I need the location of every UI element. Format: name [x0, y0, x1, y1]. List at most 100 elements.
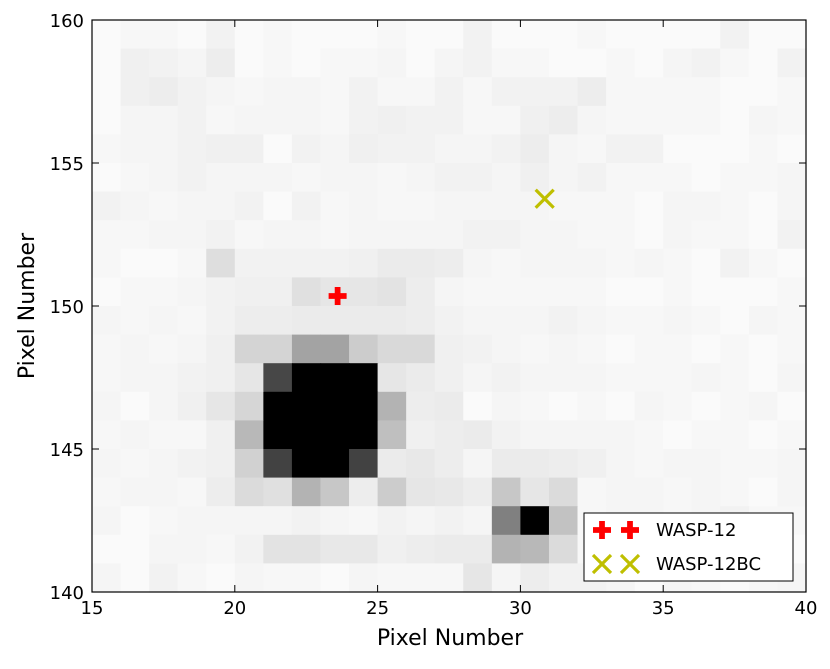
heatmap-cell — [577, 306, 607, 336]
heatmap-cell — [748, 134, 779, 164]
heatmap-cell — [291, 534, 322, 564]
heatmap-cell — [291, 506, 322, 536]
heatmap-cell — [691, 277, 721, 307]
heatmap-cell — [434, 534, 464, 564]
heatmap-cell — [720, 48, 750, 78]
heatmap-cell — [320, 163, 350, 193]
heatmap-cell — [149, 334, 179, 364]
heatmap-cell — [120, 248, 150, 278]
heatmap-cell — [234, 334, 264, 364]
heatmap-cell — [606, 306, 636, 336]
y-tick-label: 160 — [50, 11, 84, 32]
heatmap-cell — [777, 334, 807, 364]
heatmap-cell — [406, 191, 436, 221]
heatmap-cell — [149, 506, 179, 536]
heatmap-cell — [463, 248, 493, 278]
heatmap-cell — [663, 477, 693, 507]
heatmap-cell — [120, 134, 150, 164]
heatmap-cell — [92, 449, 122, 479]
heatmap-cell — [463, 449, 493, 479]
heatmap-cell — [691, 77, 721, 107]
heatmap-cell — [149, 20, 179, 50]
heatmap-cell — [234, 105, 264, 135]
heatmap-cell — [320, 248, 350, 278]
heatmap-cell — [120, 163, 150, 193]
heatmap-cell — [206, 391, 236, 421]
heatmap-cell — [291, 391, 322, 421]
heatmap-cell — [520, 477, 550, 507]
heatmap-cell — [406, 477, 436, 507]
heatmap-cell — [520, 334, 550, 364]
heatmap-cell — [377, 48, 407, 78]
heatmap-cell — [434, 391, 464, 421]
heatmap-cell — [577, 420, 607, 450]
heatmap-cell — [491, 306, 521, 336]
heatmap-cell — [491, 391, 521, 421]
heatmap-cell — [520, 534, 550, 564]
heatmap-cell — [149, 48, 179, 78]
heatmap-cell — [691, 306, 721, 336]
heatmap-cell — [263, 163, 293, 193]
heatmap-cell — [263, 506, 293, 536]
heatmap-cell — [663, 248, 693, 278]
heatmap-cell — [434, 477, 464, 507]
heatmap-cell — [663, 220, 693, 250]
heatmap-cell — [291, 449, 322, 479]
heatmap-cell — [406, 77, 436, 107]
heatmap-cell — [406, 363, 436, 393]
legend-box — [583, 512, 794, 582]
heatmap-cell — [720, 449, 750, 479]
heatmap-cell — [434, 163, 464, 193]
heatmap-cell — [92, 105, 122, 135]
x-tick-label: 30 — [509, 598, 532, 619]
heatmap-cell — [349, 534, 379, 564]
heatmap-cell — [320, 363, 350, 393]
heatmap-cell — [120, 277, 150, 307]
heatmap-cell — [320, 306, 350, 336]
heatmap-cell — [777, 277, 807, 307]
heatmap-cell — [377, 191, 407, 221]
heatmap-cell — [520, 449, 550, 479]
y-tick-label: 145 — [50, 440, 84, 461]
heatmap-cell — [606, 134, 636, 164]
heatmap-cell — [691, 191, 721, 221]
heatmap-cell — [291, 220, 322, 250]
heatmap-cell — [748, 363, 779, 393]
heatmap-cell — [120, 506, 150, 536]
heatmap-cell — [177, 449, 207, 479]
heatmap-cell — [406, 277, 436, 307]
heatmap-cell — [263, 420, 293, 450]
heatmap-cell — [463, 334, 493, 364]
heatmap-cell — [291, 105, 322, 135]
heatmap-cell — [234, 363, 264, 393]
heatmap-cell — [577, 248, 607, 278]
heatmap-cell — [149, 420, 179, 450]
heatmap-cell — [720, 134, 750, 164]
heatmap-cells — [92, 20, 807, 593]
heatmap-cell — [720, 105, 750, 135]
heatmap-cell — [349, 420, 379, 450]
heatmap-cell — [149, 391, 179, 421]
heatmap-cell — [434, 363, 464, 393]
heatmap-cell — [406, 134, 436, 164]
heatmap-cell — [577, 20, 607, 50]
heatmap-cell — [463, 477, 493, 507]
heatmap-cell — [434, 449, 464, 479]
heatmap-cell — [777, 163, 807, 193]
heatmap-cell — [720, 363, 750, 393]
heatmap-cell — [149, 191, 179, 221]
legend-symbol-wasp-12bc — [591, 553, 641, 575]
heatmap-cell — [434, 420, 464, 450]
heatmap-cell — [120, 534, 150, 564]
heatmap-cell — [234, 420, 264, 450]
marker-layer — [328, 188, 555, 305]
heatmap-cell — [548, 105, 579, 135]
heatmap-cell — [434, 334, 464, 364]
heatmap-cell — [463, 163, 493, 193]
heatmap-cell — [377, 105, 407, 135]
legend-marker-wasp-12bc — [591, 553, 613, 575]
heatmap-cell — [777, 391, 807, 421]
heatmap-cell — [177, 477, 207, 507]
heatmap-cell — [463, 105, 493, 135]
heatmap-cell — [263, 334, 293, 364]
